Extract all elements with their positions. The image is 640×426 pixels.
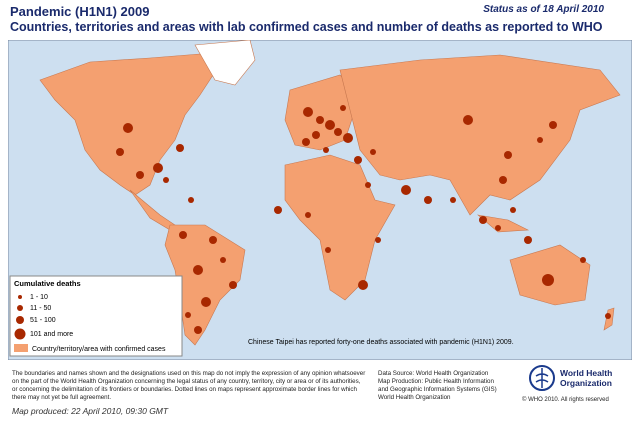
copyright: © WHO 2010. All rights reserved	[522, 397, 609, 403]
case-dot	[116, 148, 124, 156]
legend-item: 101 and more	[30, 331, 73, 338]
case-dot	[424, 196, 432, 204]
map: Cumulative deaths 1 - 10 11 - 50 51 - 10…	[8, 40, 632, 360]
case-dot	[176, 144, 184, 152]
case-dot	[463, 115, 473, 125]
case-dot	[450, 197, 456, 203]
case-dot	[479, 216, 487, 224]
case-dot	[499, 176, 507, 184]
subtitle: Countries, territories and areas with la…	[10, 20, 603, 34]
legend-title: Cumulative deaths	[14, 279, 81, 288]
case-dot	[358, 280, 368, 290]
case-dot	[274, 206, 282, 214]
dots	[116, 105, 611, 334]
source: Data Source: World Health Organization	[378, 370, 489, 377]
case-dot	[510, 207, 516, 213]
case-dot	[542, 274, 554, 286]
disclaimer: there may not yet be full agreement.	[12, 394, 112, 401]
case-dot	[354, 156, 362, 164]
case-dot	[325, 120, 335, 130]
title: Pandemic (H1N1) 2009	[10, 4, 150, 19]
case-dot	[334, 128, 342, 136]
case-dot	[209, 236, 217, 244]
case-dot	[375, 237, 381, 243]
legend-item: 51 - 100	[30, 317, 56, 324]
legend-dot	[16, 316, 24, 324]
case-dot	[153, 163, 163, 173]
produced: Map produced: 22 April 2010, 09:30 GMT	[12, 406, 169, 416]
legend-dot	[18, 295, 22, 299]
case-dot	[549, 121, 557, 129]
source: Map Production: Public Health Informatio…	[378, 378, 494, 385]
legend-item: Country/territory/area with confirmed ca…	[32, 346, 166, 353]
disclaimer: The boundaries and names shown and the d…	[12, 370, 366, 377]
case-dot	[325, 247, 331, 253]
case-dot	[401, 185, 411, 195]
case-dot	[201, 297, 211, 307]
logo-text: Organization	[560, 378, 612, 388]
case-dot	[179, 231, 187, 239]
case-dot	[136, 171, 144, 179]
note: Chinese Taipei has reported forty-one de…	[248, 339, 514, 346]
case-dot	[495, 225, 501, 231]
case-dot	[323, 147, 329, 153]
case-dot	[303, 107, 313, 117]
case-dot	[194, 326, 202, 334]
source: World Health Organization	[378, 394, 451, 401]
source: and Geographic Information Systems (GIS)	[378, 386, 497, 393]
disclaimer: on the part of the World Health Organiza…	[12, 378, 361, 385]
legend-box	[9, 275, 183, 357]
legend-dot	[17, 305, 23, 311]
case-dot	[370, 149, 376, 155]
status: Status as of 18 April 2010	[483, 4, 604, 15]
case-dot	[188, 197, 194, 203]
case-dot	[229, 281, 237, 289]
disclaimer: or concerning the delimitation of its fr…	[12, 386, 357, 393]
case-dot	[343, 133, 353, 143]
case-dot	[220, 257, 226, 263]
case-dot	[193, 265, 203, 275]
legend-swatch	[14, 344, 28, 352]
case-dot	[504, 151, 512, 159]
case-dot	[316, 116, 324, 124]
case-dot	[605, 313, 611, 319]
case-dot	[302, 138, 310, 146]
legend-dot	[14, 328, 26, 340]
case-dot	[123, 123, 133, 133]
case-dot	[305, 212, 311, 218]
case-dot	[340, 105, 346, 111]
legend-item: 11 - 50	[30, 305, 51, 312]
legend-item: 1 - 10	[30, 294, 48, 301]
case-dot	[365, 182, 371, 188]
legend: Cumulative deaths 1 - 10 11 - 50 51 - 10…	[9, 275, 183, 357]
greenland	[194, 40, 256, 86]
case-dot	[580, 257, 586, 263]
who-emblem	[529, 365, 555, 391]
case-dot	[524, 236, 532, 244]
case-dot	[163, 177, 169, 183]
logo-text: World Health	[560, 368, 613, 378]
case-dot	[537, 137, 543, 143]
case-dot	[312, 131, 320, 139]
case-dot	[185, 312, 191, 318]
